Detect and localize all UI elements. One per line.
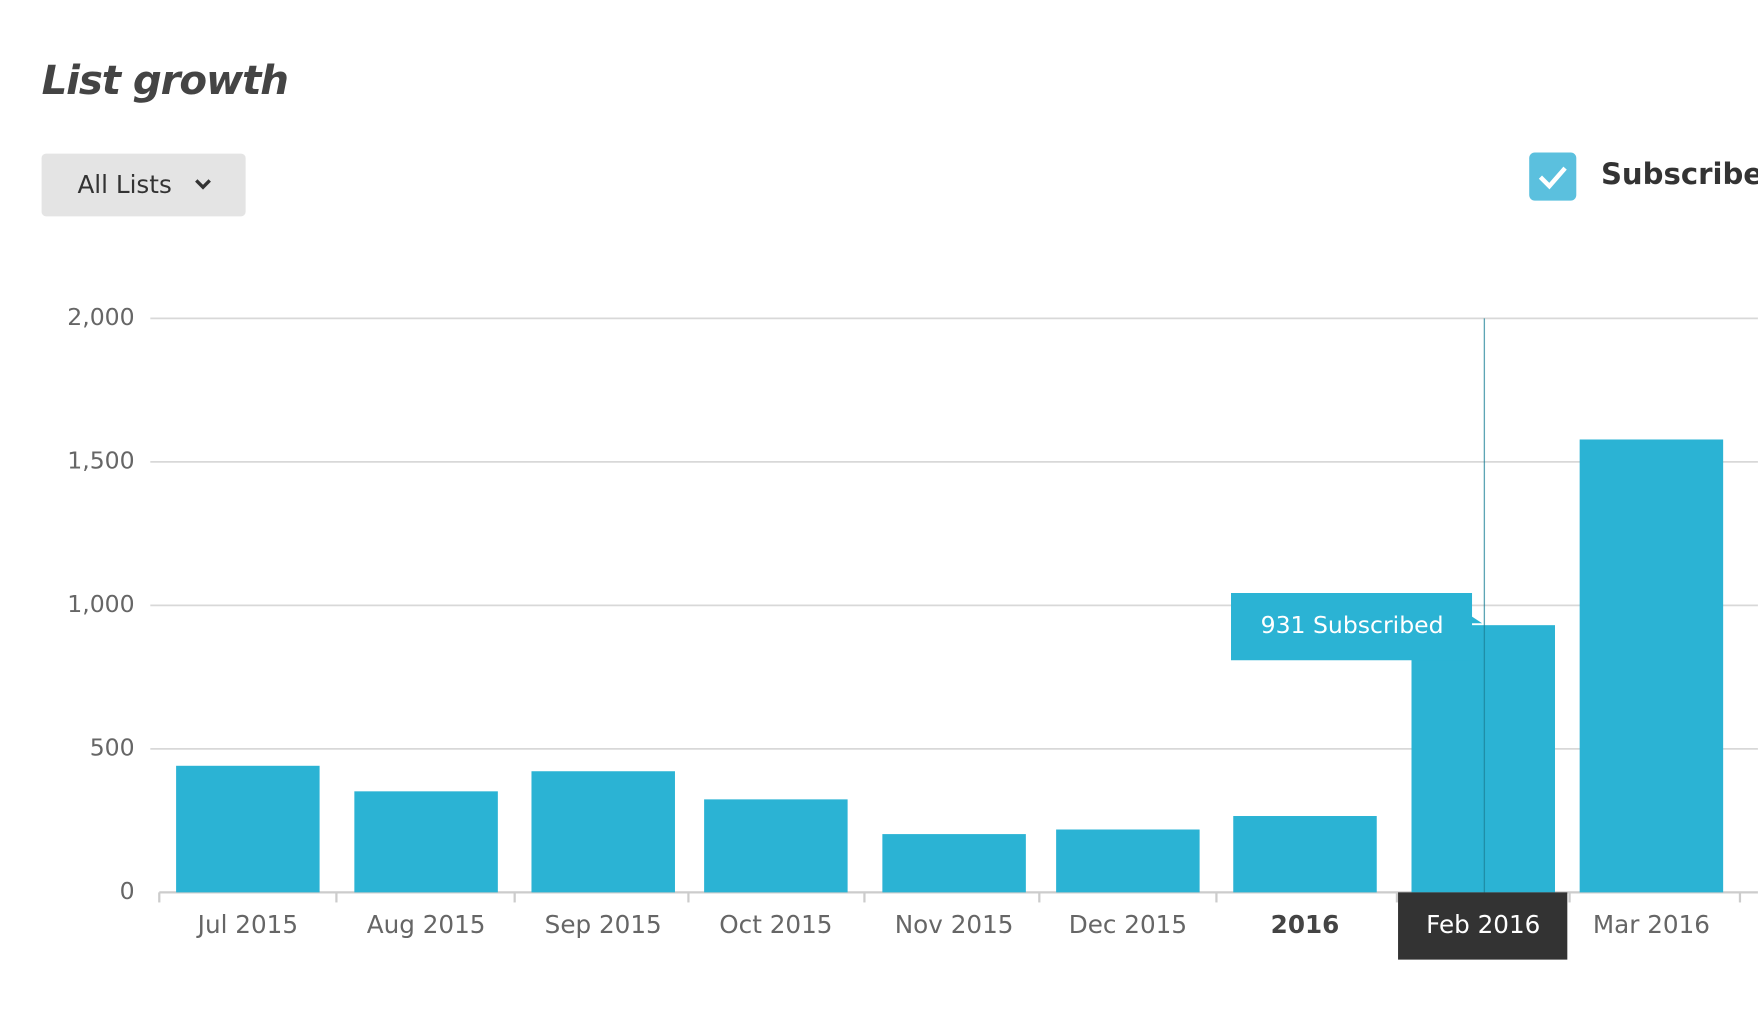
bar [1056, 829, 1200, 893]
dropdown[interactable]: All Lists [41, 153, 246, 217]
checkbox[interactable] [1529, 152, 1577, 201]
y-tick-label: 500 [90, 733, 135, 761]
check-mark [1538, 166, 1567, 190]
y-tick-label: 0 [120, 877, 135, 905]
y-tick-label: 1,000 [67, 590, 134, 618]
x-tick-label: Oct 2015 [719, 910, 832, 939]
bar [354, 791, 498, 893]
x-label-highlight [1398, 892, 1568, 960]
bar [531, 771, 675, 893]
bar [1411, 625, 1555, 893]
title: List growth [42, 57, 288, 104]
y-tick-label: 1,500 [67, 446, 134, 474]
dropdown-label[interactable]: All Lists [77, 170, 171, 199]
x-tick-label: Sep 2015 [545, 910, 662, 939]
x-tick-label: Dec 2015 [1069, 910, 1187, 939]
bar [882, 834, 1026, 893]
x-tick-label: Aug 2015 [367, 910, 486, 939]
bar [1233, 816, 1377, 893]
bar [176, 765, 320, 893]
dropdown-bg[interactable] [41, 153, 246, 217]
x-tick-label: Nov 2015 [895, 910, 1014, 939]
tooltip-text: 931 Subscribed [1261, 611, 1444, 639]
y-tick-label: 2,000 [67, 303, 134, 331]
bar [1579, 439, 1724, 893]
x-tick-label: Mar 2016 [1593, 910, 1710, 939]
x-tick-label: Feb 2016 [1426, 910, 1540, 939]
x-tick-label: 2016 [1271, 910, 1340, 939]
x-tick-label: Jul 2015 [196, 910, 298, 939]
bar [704, 799, 848, 893]
legend-label[interactable]: Subscribes [1601, 157, 1758, 191]
dropdown-arrow [195, 179, 211, 190]
legend[interactable]: Subscribes [1529, 152, 1758, 201]
tooltip-box [1231, 593, 1483, 661]
